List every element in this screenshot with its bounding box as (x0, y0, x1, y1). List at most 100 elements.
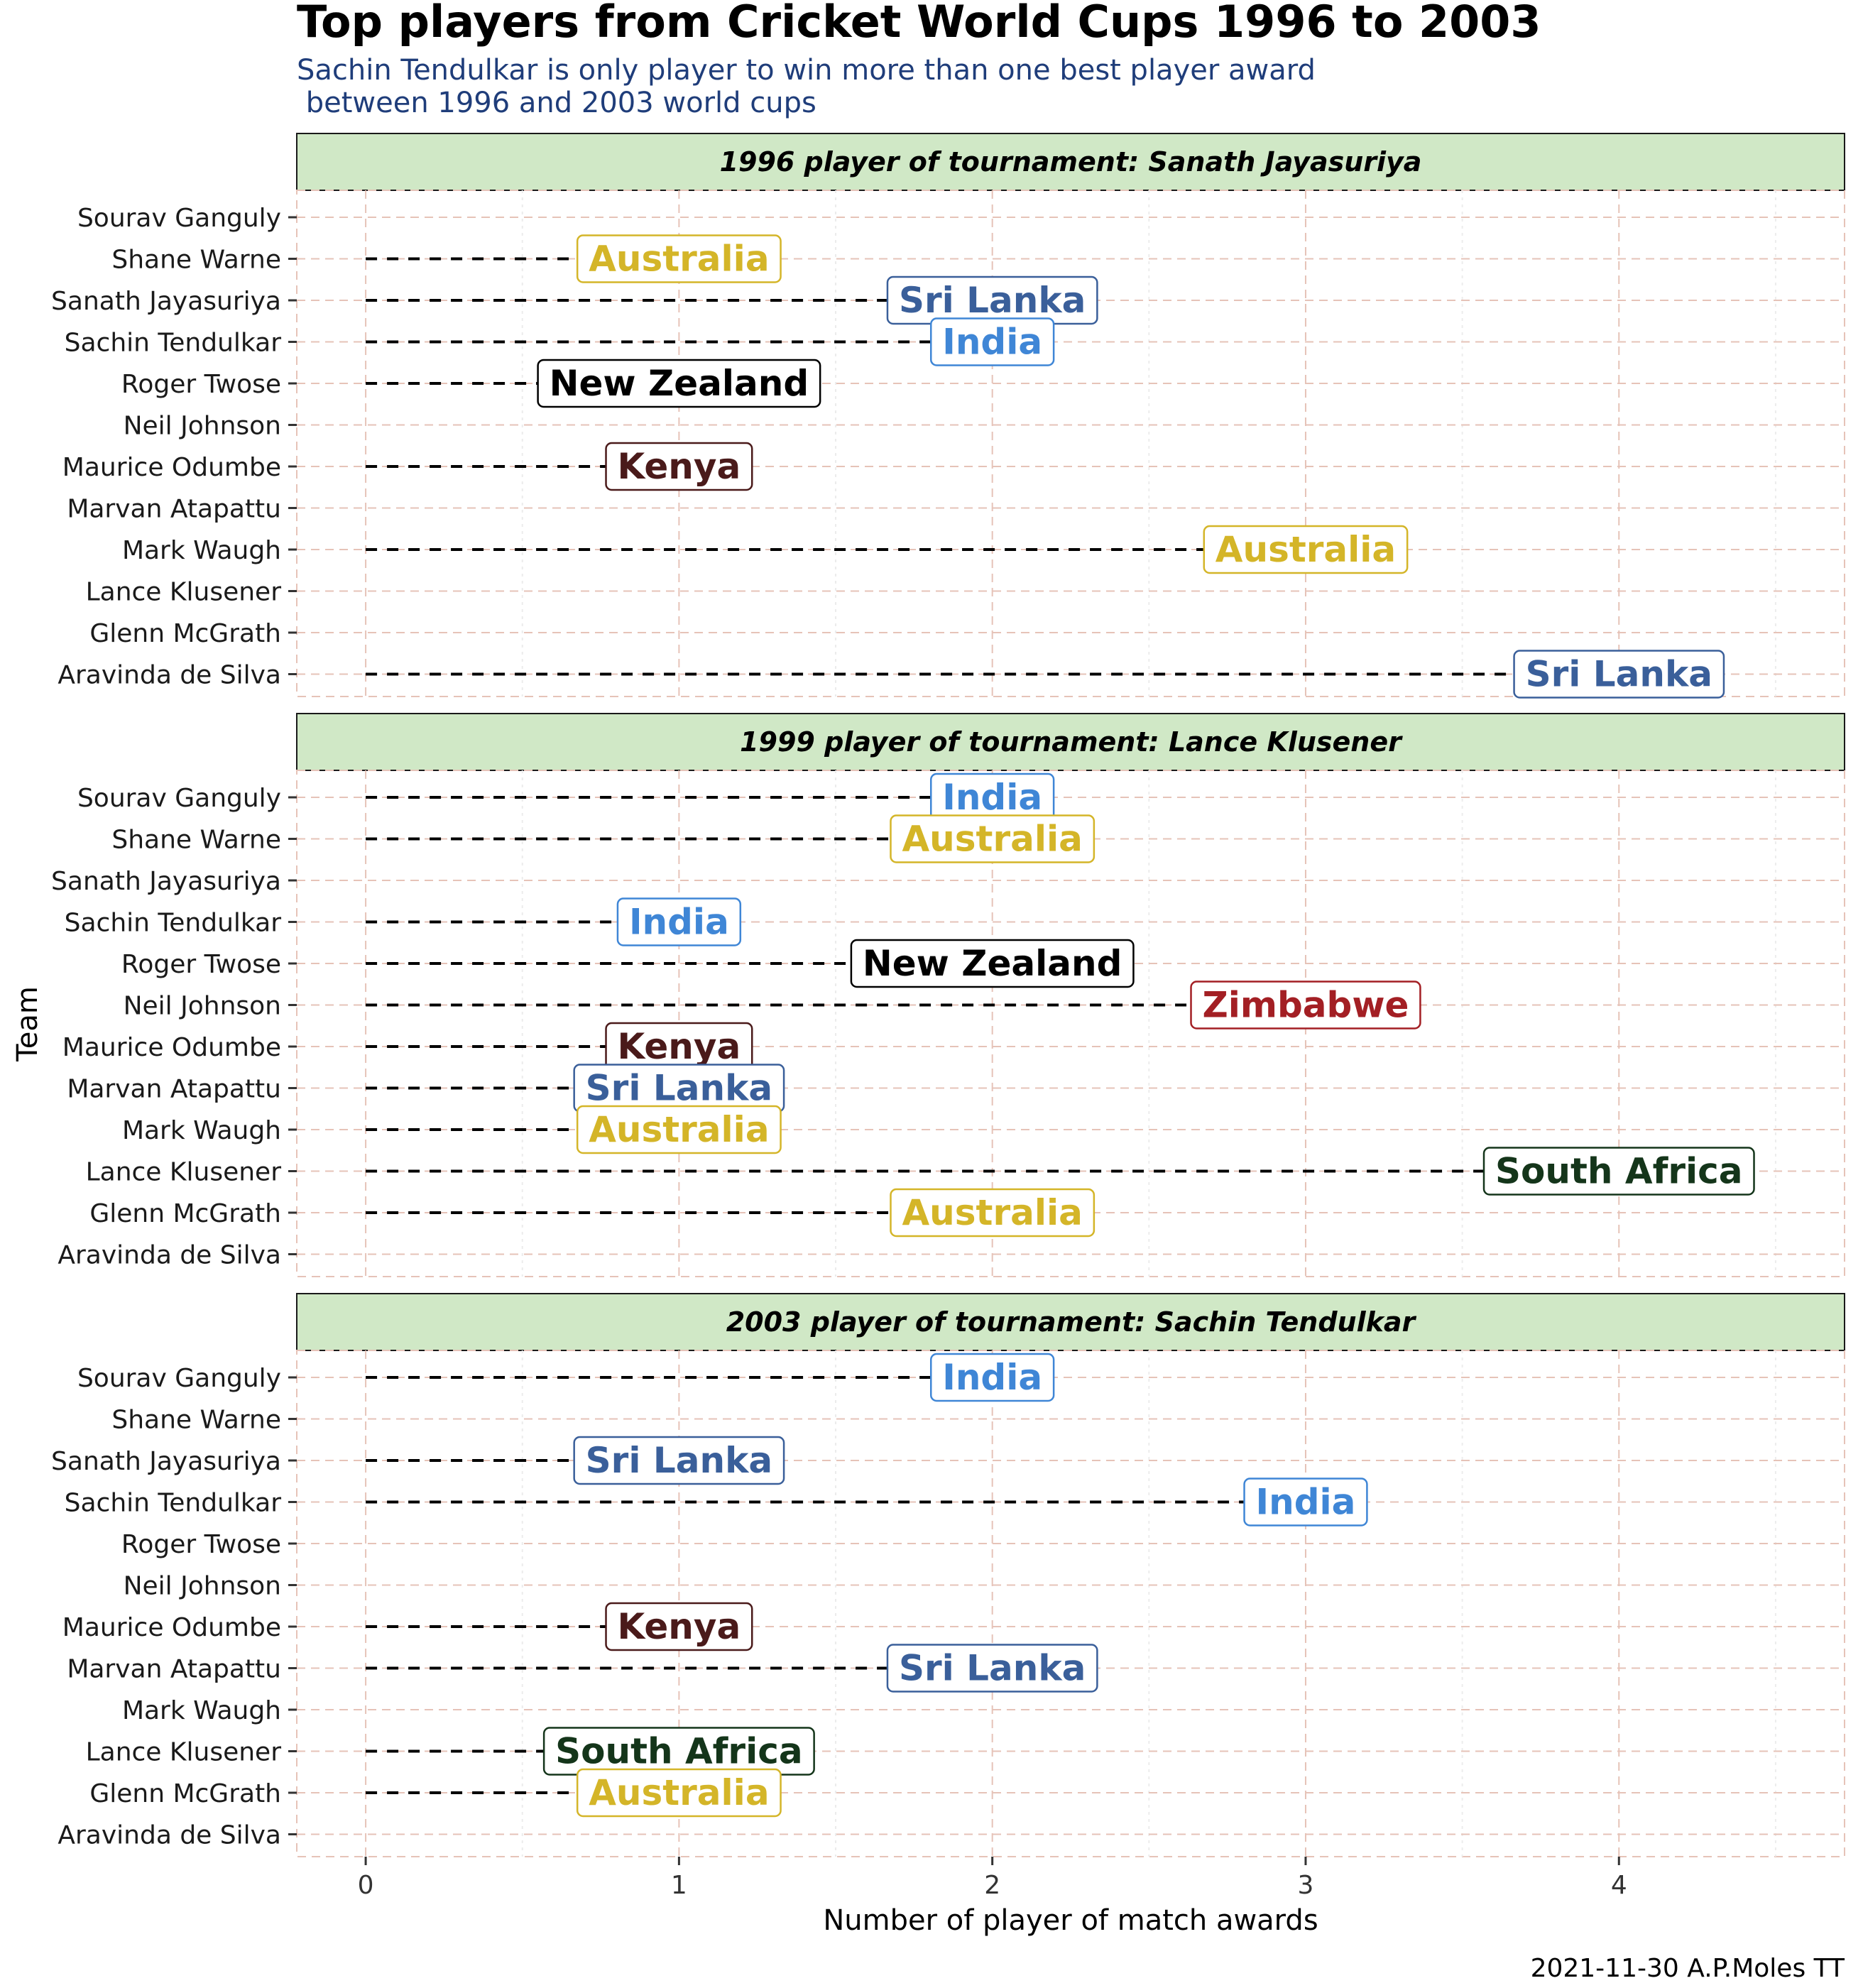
point-label-glenn-mcgrath: Australia (890, 1188, 1096, 1238)
chart-title: Top players from Cricket World Cups 1996… (297, 0, 1541, 48)
label-team-india: India (942, 1357, 1042, 1398)
facet-strip (296, 713, 1845, 771)
y-tick-label-aravinda-de-silva: Aravinda de Silva (58, 661, 281, 690)
y-tick-label-marvan-atapattu: Marvan Atapattu (67, 1655, 281, 1684)
label-team-india: India (629, 902, 729, 943)
label-box (573, 1436, 785, 1485)
label-box (929, 317, 1055, 366)
point-label-mark-waugh: Australia (576, 1105, 782, 1154)
point-label-marvan-atapattu: Sri Lanka (886, 1644, 1098, 1693)
point-label-sachin-tendulkar: India (929, 317, 1055, 366)
point-label-marvan-atapattu: Sri Lanka (573, 1064, 785, 1113)
point-label-roger-twose: New Zealand (537, 359, 821, 408)
label-team-india: India (942, 777, 1042, 818)
y-tick-label-lance-klusener: Lance Klusener (86, 1738, 282, 1767)
label-box (605, 1602, 753, 1651)
point-label-roger-twose: New Zealand (850, 939, 1135, 988)
y-tick-label-lance-klusener: Lance Klusener (86, 578, 282, 607)
y-tick-label-roger-twose: Roger Twose (121, 950, 281, 979)
label-team-india: India (942, 322, 1042, 363)
label-team-kenya: Kenya (618, 1026, 741, 1067)
label-box (886, 1644, 1098, 1693)
y-tick-label-sachin-tendulkar: Sachin Tendulkar (65, 909, 282, 938)
facet-panel-2: 2003 player of tournament: Sachin Tendul… (51, 1293, 1845, 1857)
point-label-lance-klusener: South Africa (542, 1727, 815, 1776)
y-tick-label-aravinda-de-silva: Aravinda de Silva (58, 1821, 281, 1850)
label-box (1513, 650, 1725, 699)
y-tick-label-shane-warne: Shane Warne (111, 1406, 281, 1435)
x-axis-title: Number of player of match awards (823, 1904, 1318, 1937)
point-label-aravinda-de-silva: Sri Lanka (1513, 650, 1725, 699)
y-tick-label-sachin-tendulkar: Sachin Tendulkar (65, 329, 282, 358)
y-tick-label-neil-johnson: Neil Johnson (124, 412, 281, 441)
label-team-new-zealand: New Zealand (863, 943, 1122, 984)
label-team-kenya: Kenya (618, 446, 741, 487)
y-tick-label-mark-waugh: Mark Waugh (122, 1116, 281, 1145)
facet-strip-label: 2003 player of tournament: Sachin Tendul… (726, 1306, 1417, 1338)
label-team-south-africa: South Africa (555, 1731, 803, 1772)
label-team-sri-lanka: Sri Lanka (1526, 654, 1712, 695)
label-box (890, 1188, 1096, 1238)
label-box (850, 939, 1135, 988)
label-team-new-zealand: New Zealand (550, 363, 809, 404)
label-team-sri-lanka: Sri Lanka (899, 1648, 1086, 1689)
label-box (1243, 1478, 1368, 1526)
y-tick-label-neil-johnson: Neil Johnson (124, 1572, 281, 1601)
y-tick-label-glenn-mcgrath: Glenn McGrath (89, 1199, 281, 1228)
label-box (929, 1353, 1055, 1402)
y-tick-label-marvan-atapattu: Marvan Atapattu (67, 1075, 281, 1104)
y-tick-label-sanath-jayasuriya: Sanath Jayasuriya (51, 287, 281, 316)
label-box (1203, 525, 1409, 574)
point-label-sachin-tendulkar: India (1243, 1478, 1368, 1526)
point-label-neil-johnson: Zimbabwe (1190, 981, 1421, 1030)
point-label-maurice-odumbe: Kenya (605, 442, 753, 491)
y-tick-label-sourav-ganguly: Sourav Ganguly (77, 784, 281, 813)
label-team-australia: Australia (1215, 529, 1396, 570)
point-label-lance-klusener: South Africa (1482, 1147, 1755, 1196)
point-label-sourav-ganguly: India (929, 1353, 1055, 1402)
facet-strip (296, 1293, 1845, 1351)
label-team-sri-lanka: Sri Lanka (586, 1068, 772, 1109)
label-box (616, 897, 742, 946)
y-tick-label-shane-warne: Shane Warne (111, 246, 281, 275)
facet-strip (296, 133, 1845, 191)
y-tick-label-sanath-jayasuriya: Sanath Jayasuriya (51, 1447, 281, 1476)
x-tick-label-3: 3 (1298, 1871, 1314, 1900)
label-team-australia: Australia (902, 1192, 1082, 1233)
label-box (576, 1105, 782, 1154)
x-tick-label-4: 4 (1611, 1871, 1627, 1900)
y-tick-label-sachin-tendulkar: Sachin Tendulkar (65, 1489, 282, 1518)
y-tick-label-roger-twose: Roger Twose (121, 370, 281, 399)
point-label-sanath-jayasuriya: Sri Lanka (573, 1436, 785, 1485)
label-box (576, 234, 782, 283)
facet-strip-label: 1999 player of tournament: Lance Klusene… (740, 726, 1403, 758)
y-axis-title: Team (11, 986, 44, 1062)
label-box (537, 359, 821, 408)
label-team-australia: Australia (902, 819, 1082, 860)
y-tick-label-shane-warne: Shane Warne (111, 826, 281, 855)
label-box (605, 442, 753, 491)
label-team-sri-lanka: Sri Lanka (899, 280, 1086, 321)
label-team-sri-lanka: Sri Lanka (586, 1440, 772, 1481)
label-team-kenya: Kenya (618, 1606, 741, 1647)
label-team-australia: Australia (589, 239, 769, 280)
label-team-zimbabwe: Zimbabwe (1203, 985, 1409, 1026)
label-box (890, 814, 1096, 863)
chart-caption: 2021-11-30 A.P.Moles TT (1531, 1954, 1845, 1983)
label-box (1482, 1147, 1755, 1196)
y-tick-label-aravinda-de-silva: Aravinda de Silva (58, 1241, 281, 1270)
panel-border (296, 190, 1845, 697)
y-tick-label-marvan-atapattu: Marvan Atapattu (67, 495, 281, 524)
x-tick-label-2: 2 (984, 1871, 1000, 1900)
chart-subtitle-line2: between 1996 and 2003 world cups (297, 87, 816, 119)
panel-border (296, 770, 1845, 1277)
label-team-india: India (1256, 1482, 1356, 1523)
point-label-shane-warne: Australia (890, 814, 1096, 863)
y-tick-label-maurice-odumbe: Maurice Odumbe (62, 1613, 281, 1642)
x-tick-label-1: 1 (671, 1871, 687, 1900)
point-label-sachin-tendulkar: India (616, 897, 742, 946)
y-tick-label-mark-waugh: Mark Waugh (122, 1696, 281, 1725)
y-tick-label-glenn-mcgrath: Glenn McGrath (89, 619, 281, 648)
chart-subtitle-line1: Sachin Tendulkar is only player to win m… (297, 54, 1316, 87)
point-label-maurice-odumbe: Kenya (605, 1022, 753, 1071)
